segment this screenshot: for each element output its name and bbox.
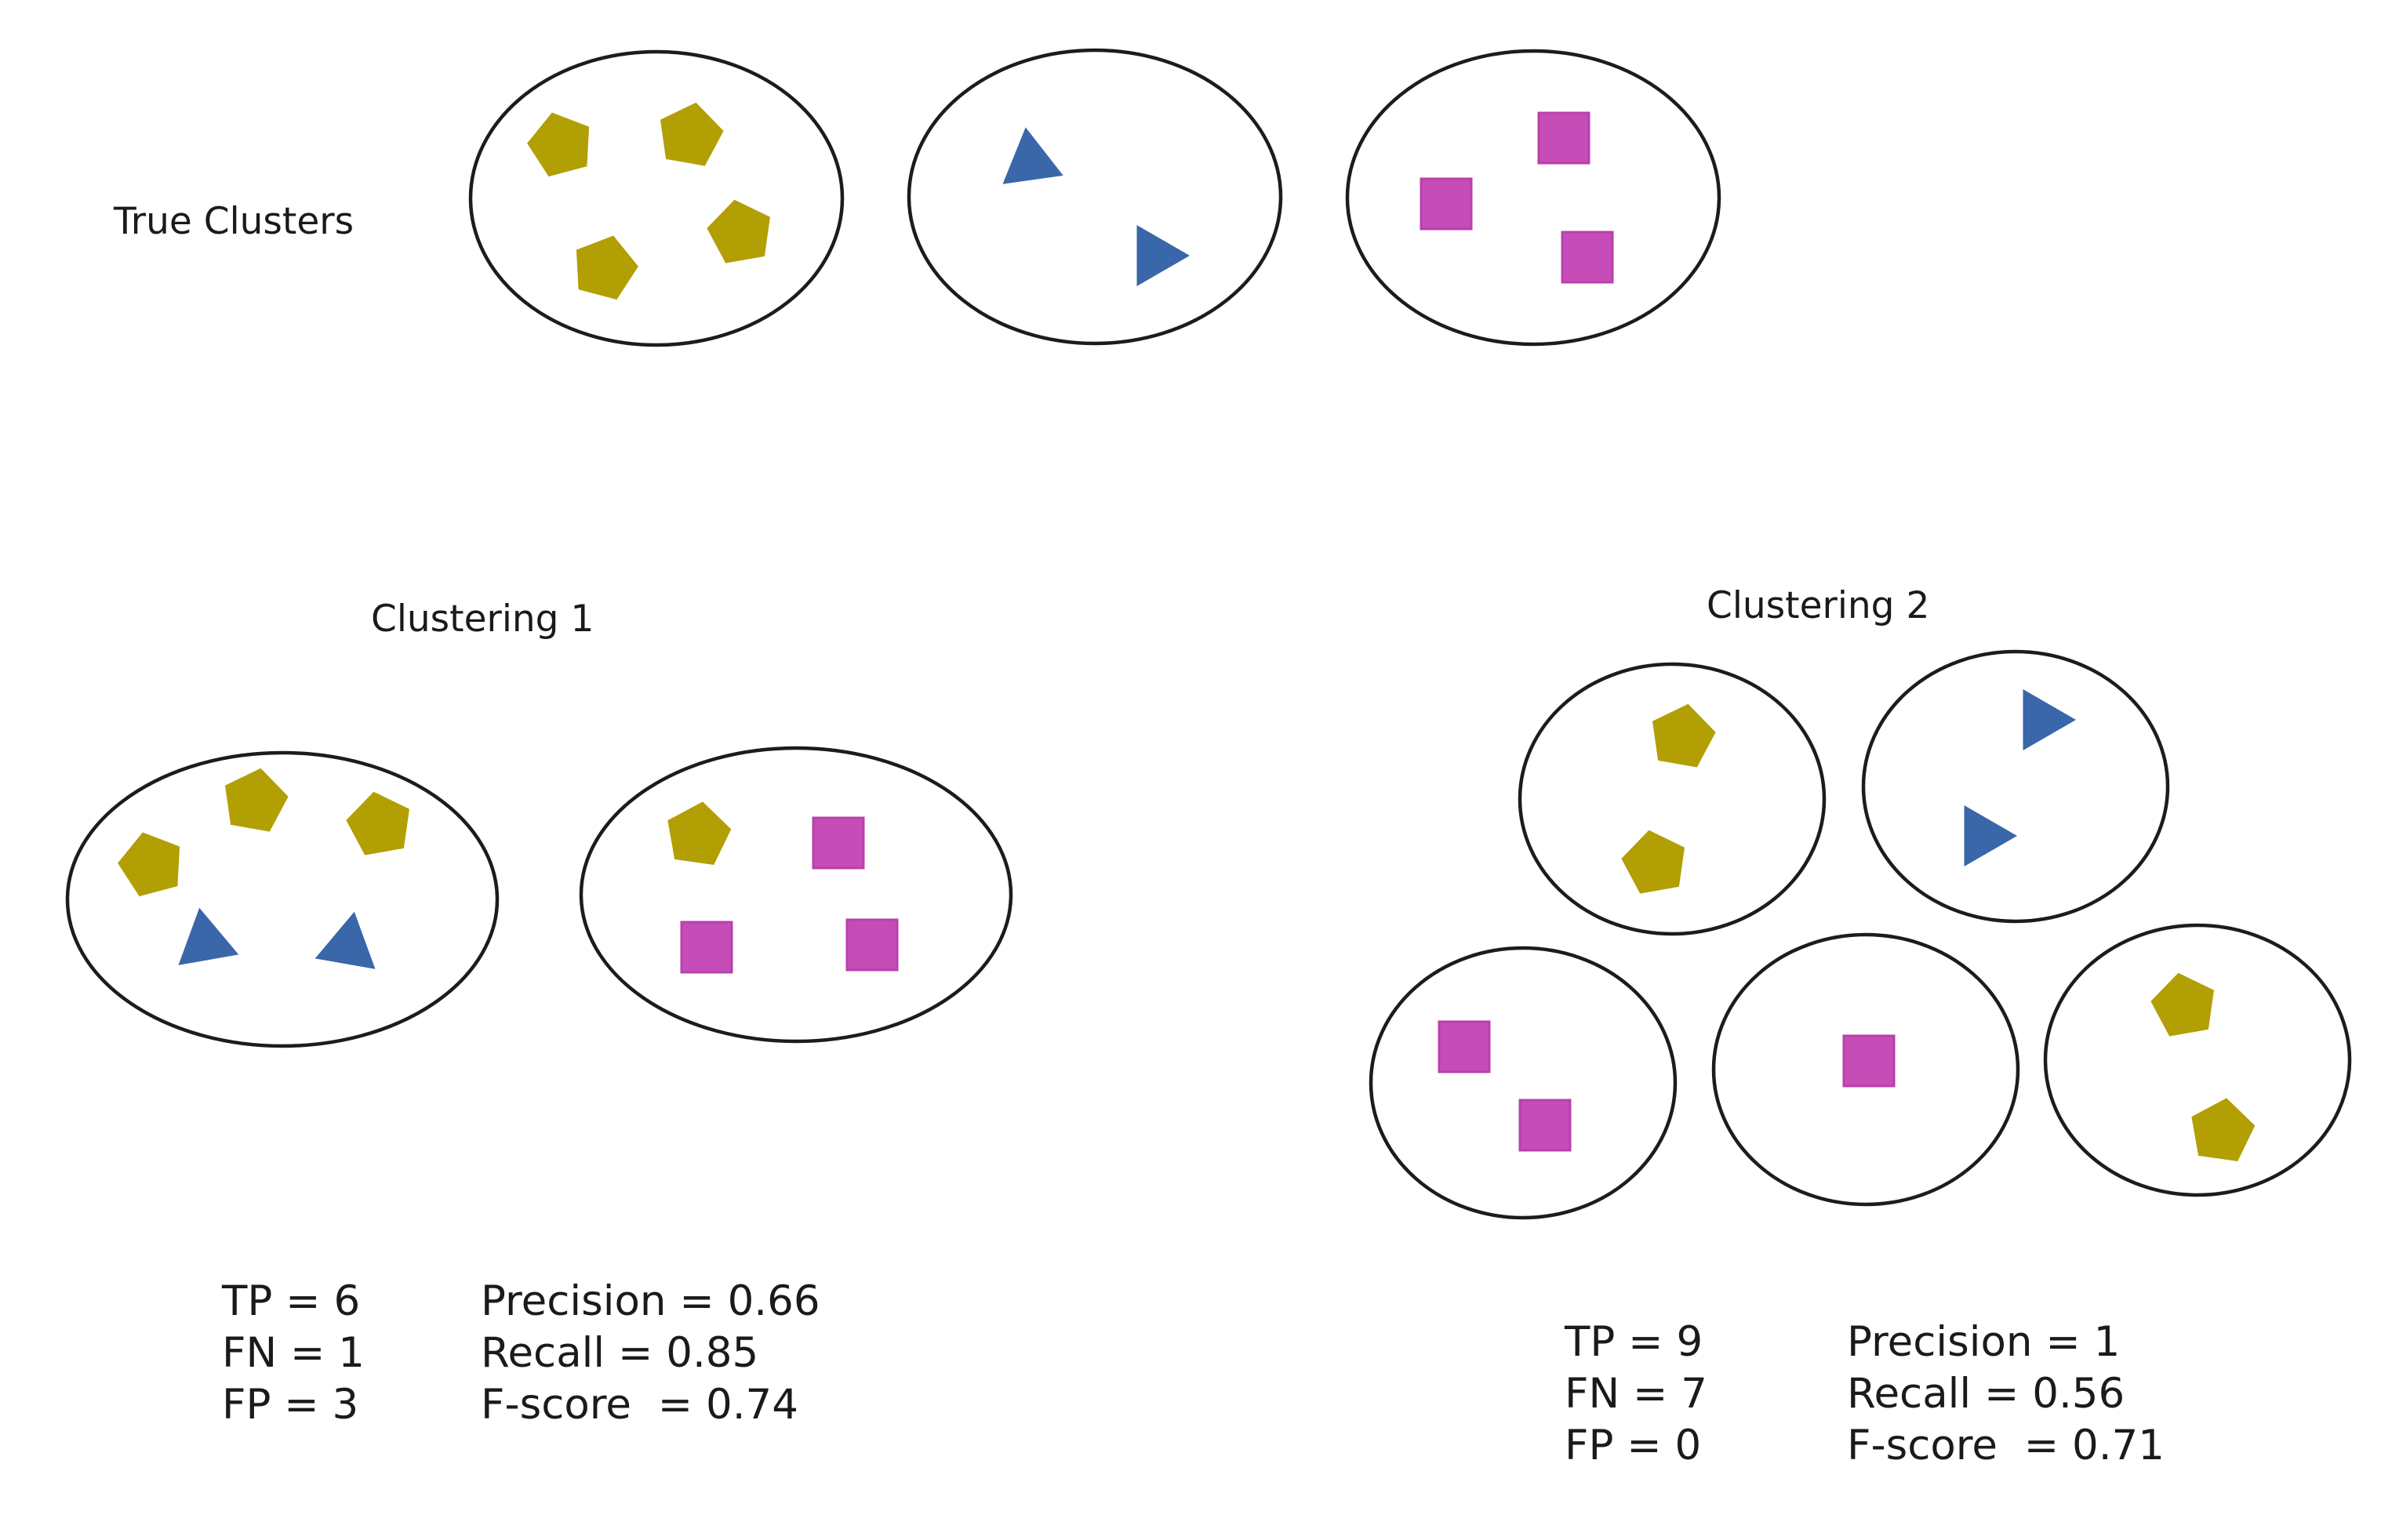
pentagon-shape [667, 801, 732, 865]
clustering-2-label: Clustering 2 [1707, 584, 1929, 627]
pentagon-marker [660, 102, 724, 166]
square-marker [1842, 1034, 1896, 1088]
clustering-2-cluster-2 [1861, 649, 2170, 924]
pentagon-shape [576, 235, 638, 300]
triangle-shape [2023, 689, 2076, 750]
pentagon-marker [118, 832, 180, 897]
pentagon-shape [346, 791, 409, 855]
clustering-2-cluster-4 [1711, 932, 2020, 1207]
triangle-shape [1136, 225, 1190, 286]
true-cluster-1 [468, 49, 845, 347]
triangle-marker [2023, 689, 2076, 750]
true-clusters-section: True Clusters [113, 48, 1721, 347]
triangle-marker [1136, 225, 1190, 286]
fp-value: FP = 3 [222, 1381, 358, 1429]
cluster-ellipse [2043, 923, 2352, 1197]
square-shape [1518, 1099, 1572, 1152]
pentagon-marker [2150, 972, 2214, 1037]
fn-value: FN = 1 [222, 1329, 365, 1377]
pentagon-shape [660, 102, 724, 166]
fp-value: FP = 0 [1565, 1422, 1701, 1469]
pentagon-marker [1621, 830, 1685, 894]
square-marker [845, 918, 899, 972]
pentagon-shape [527, 112, 590, 177]
square-shape [680, 921, 733, 974]
precision-value: Precision = 0.66 [481, 1277, 820, 1325]
tp-value: TP = 6 [221, 1277, 360, 1325]
cluster-ellipse [468, 49, 845, 347]
recall-value: Recall = 0.85 [481, 1329, 758, 1377]
square-marker [812, 816, 865, 870]
fscore-value: F-score = 0.74 [481, 1381, 798, 1429]
pentagon-shape [118, 832, 180, 897]
pentagon-shape [2150, 972, 2214, 1037]
pentagon-marker [1652, 703, 1716, 768]
pentagon-marker [707, 199, 770, 263]
pentagon-shape [2191, 1098, 2256, 1161]
clustering-2-cluster-5 [2043, 923, 2352, 1197]
clustering-1-label: Clustering 1 [371, 597, 594, 641]
cluster-ellipse [1345, 49, 1721, 347]
square-marker [1537, 111, 1590, 165]
true-cluster-2 [907, 48, 1283, 346]
pentagon-marker [346, 791, 409, 855]
true-clusters-label: True Clusters [113, 200, 354, 243]
triangle-marker [1964, 805, 2017, 866]
square-marker [1420, 177, 1473, 231]
square-shape [1561, 231, 1614, 284]
triangle-shape [1002, 127, 1063, 184]
triangle-marker [1002, 127, 1063, 184]
pentagon-marker [527, 112, 590, 177]
clustering-1-cluster-2 [579, 746, 1013, 1044]
square-shape [1537, 111, 1590, 165]
cluster-ellipse [1861, 649, 2170, 924]
square-shape [812, 816, 865, 870]
square-shape [845, 918, 899, 972]
pentagon-shape [1652, 703, 1716, 768]
fscore-value: F-score = 0.71 [1847, 1422, 2165, 1469]
clustering-1-section: Clustering 1 TP = 6 FN = 1 FP = 3 Precis… [65, 597, 1013, 1429]
pentagon-shape [1621, 830, 1685, 894]
recall-value: Recall = 0.56 [1847, 1370, 2125, 1418]
square-shape [1420, 177, 1473, 231]
cluster-ellipse [907, 48, 1283, 346]
clustering-2-cluster-3 [1369, 946, 1678, 1220]
clustering-2-cluster-1 [1518, 662, 1827, 936]
cluster-ellipse [1369, 946, 1678, 1220]
cluster-ellipse [1518, 662, 1827, 936]
pentagon-marker [667, 801, 732, 865]
triangle-marker [178, 907, 239, 965]
triangle-marker [314, 911, 376, 969]
pentagon-marker [225, 768, 289, 832]
clustering-2-section: Clustering 2 TP = 9 FN = 7 [1369, 584, 2352, 1469]
square-shape [1842, 1034, 1896, 1088]
triangle-shape [178, 907, 239, 965]
clustering-2-metrics: TP = 9 FN = 7 FP = 0 Precision = 1 Recal… [1564, 1318, 2165, 1469]
tp-value: TP = 9 [1564, 1318, 1703, 1366]
pentagon-marker [2191, 1098, 2256, 1161]
pentagon-shape [707, 199, 770, 263]
square-marker [1561, 231, 1614, 284]
triangle-shape [314, 911, 376, 969]
square-marker [1438, 1020, 1491, 1073]
square-shape [1438, 1020, 1491, 1073]
triangle-shape [1964, 805, 2017, 866]
precision-value: Precision = 1 [1847, 1318, 2120, 1366]
pentagon-shape [225, 768, 289, 832]
pentagon-marker [576, 235, 638, 300]
true-cluster-3 [1345, 49, 1721, 347]
clustering-1-cluster-1 [65, 750, 500, 1048]
square-marker [1518, 1099, 1572, 1152]
fn-value: FN = 7 [1565, 1370, 1707, 1418]
cluster-ellipse [579, 746, 1013, 1044]
clustering-1-metrics: TP = 6 FN = 1 FP = 3 Precision = 0.66 Re… [221, 1277, 820, 1429]
square-marker [680, 921, 733, 974]
